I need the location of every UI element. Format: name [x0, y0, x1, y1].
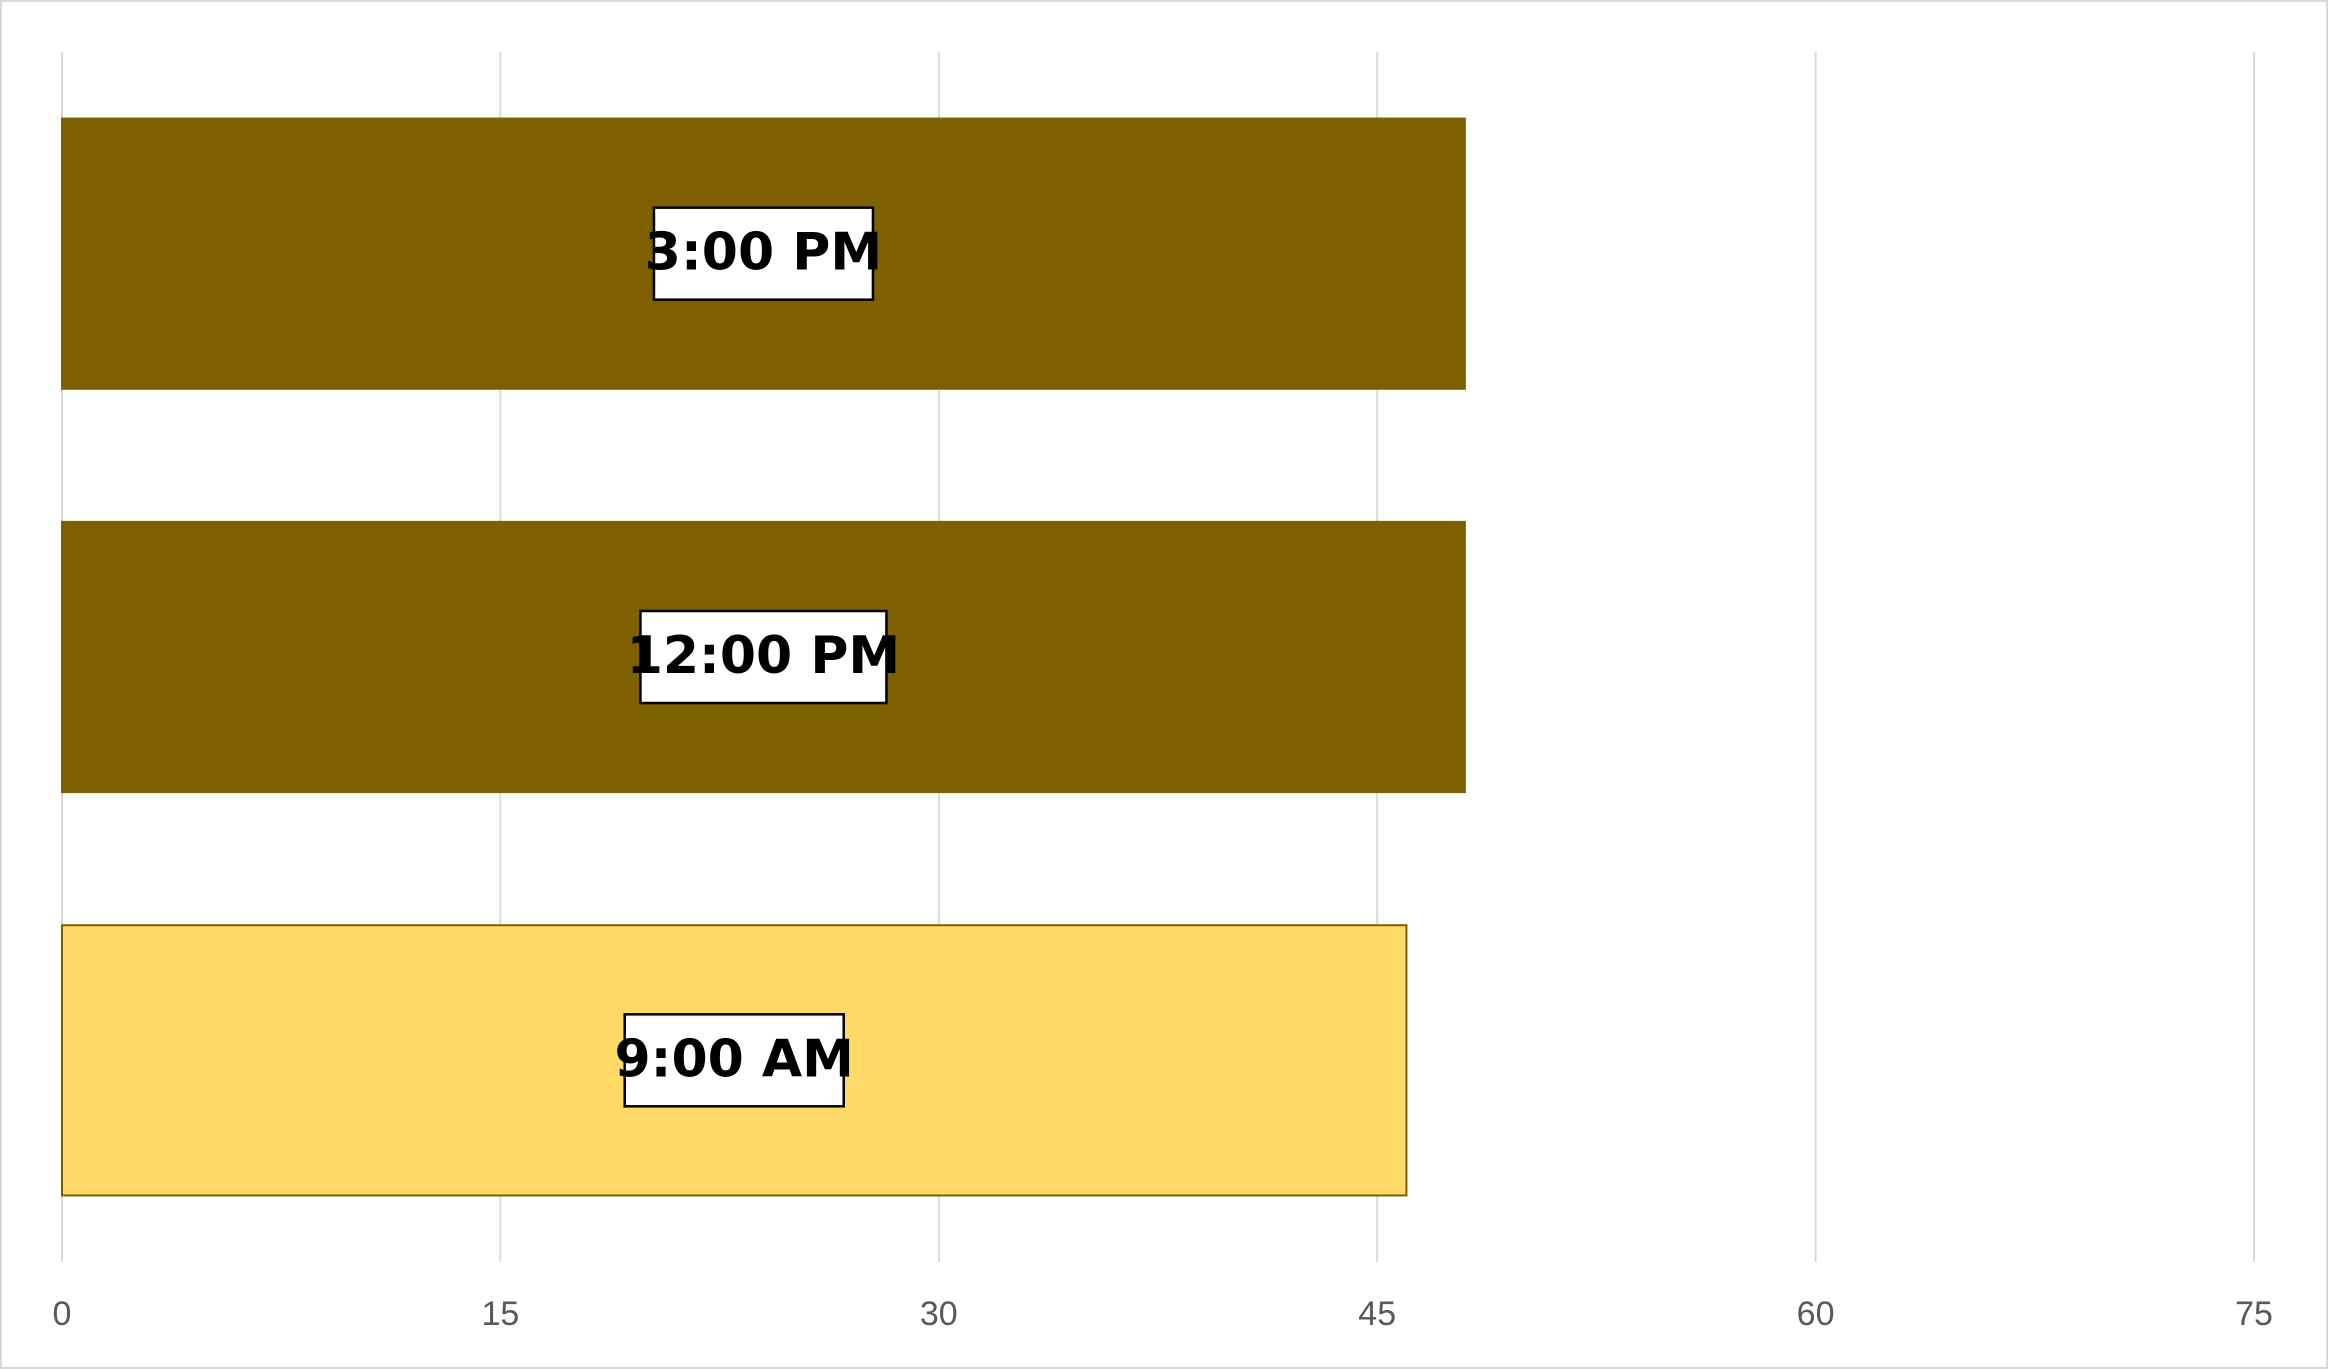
x-axis-tick-labels: 0 15 30 45 60 75: [53, 1295, 2273, 1333]
x-tick-label: 60: [1797, 1295, 1835, 1333]
data-label: 12:00 PM: [627, 626, 900, 686]
x-tick-label: 75: [2235, 1295, 2273, 1333]
x-tick-label: 45: [1358, 1295, 1396, 1333]
bars: [61, 117, 1466, 1197]
data-label-box: [623, 1013, 845, 1108]
x-tick-label: 0: [53, 1295, 72, 1333]
x-tick-label: 15: [481, 1295, 519, 1333]
data-label: 9:00 AM: [614, 1029, 853, 1089]
data-label: 3:00 PM: [645, 223, 882, 283]
data-label-box: [652, 206, 875, 301]
data-label-box: [639, 609, 888, 705]
data-labels: 9:00 AM 12:00 PM 3:00 PM: [614, 206, 900, 1108]
x-tick-label: 30: [920, 1295, 958, 1333]
